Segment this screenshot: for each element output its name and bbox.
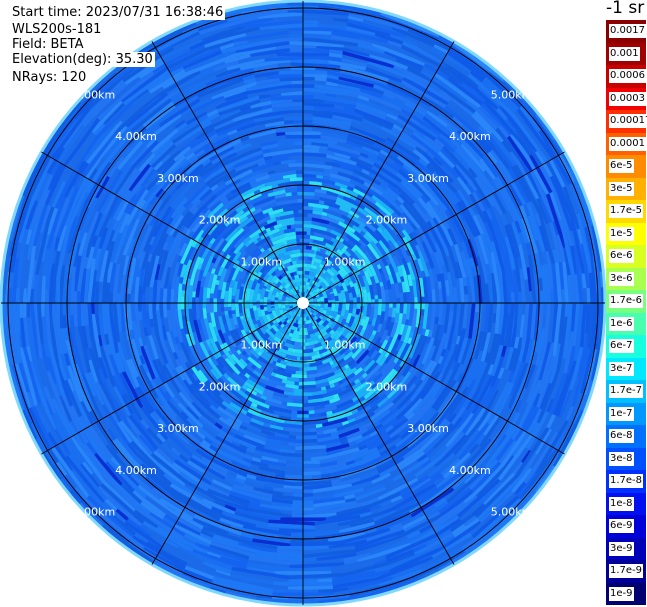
azimuth-spoke	[41, 151, 304, 304]
range-ring-label: 4.00km	[115, 130, 157, 143]
colorbar-cell: 3e-5	[606, 177, 646, 200]
range-ring-label: 4.00km	[449, 464, 491, 477]
range-ring-labels: 1.00km 1.00km 1.00km 1.00km 2.00km 2.00km 2.00…	[74, 88, 533, 518]
colorbar-cell: 0.001	[606, 42, 646, 65]
elevation-value: 35.30	[115, 52, 153, 67]
field-text: Field: BETA	[10, 37, 86, 52]
colorbar-cell: 1.7e-7	[606, 380, 646, 403]
colorbar-tick-label: 6e-6	[609, 249, 634, 263]
colorbar-tick-label: 3e-7	[609, 361, 634, 376]
colorbar-cell: 1e-6	[606, 312, 646, 335]
azimuth-spoke	[302, 302, 455, 565]
colorbar-cell: 0.0017	[606, 20, 646, 43]
colorbar-tick-label: 1.7e-9	[609, 564, 644, 578]
range-ring-label: 2.00km	[199, 214, 241, 227]
colorbar-cell: 6e-5	[606, 155, 646, 178]
range-ring-label: 2.00km	[366, 214, 408, 227]
colorbar-tick-label: 3e-5	[609, 181, 634, 196]
ppi-scan-plot: 1.00km 1.00km 1.00km 1.00km 2.00km 2.00km 2.00…	[0, 0, 606, 607]
start-time-text: Start time: 2023/07/31 16:38:46	[10, 5, 226, 20]
colorbar-cell: 1.7e-5	[606, 200, 646, 223]
colorbar-cell: 1e-8	[606, 492, 646, 515]
range-ring-label: 5.00km	[491, 88, 533, 101]
colorbar-cell: 6e-6	[606, 245, 646, 268]
colorbar-tick-label: 1.7e-7	[609, 384, 644, 398]
colorbar-cell: 3e-9	[606, 537, 646, 560]
colorbar-tick-label: 0.001	[609, 46, 640, 61]
colorbar-tick-label: 3e-6	[609, 271, 634, 286]
azimuth-spoke	[41, 302, 304, 455]
colorbar-tick-label: 3e-9	[609, 541, 634, 556]
colorbar-tick-label: 0.0003	[609, 91, 646, 106]
colorbar-cell: 3e-7	[606, 357, 646, 380]
colorbar-cell: 1e-5	[606, 222, 646, 245]
colorbar-tick-label: 0.00017	[609, 114, 647, 128]
colorbar-tick-label: 6e-9	[609, 519, 634, 533]
colorbar-tick-label: 1.7e-8	[609, 474, 644, 488]
radar-center-marker	[297, 297, 309, 309]
colorbar-cell: 0.00017	[606, 110, 647, 133]
colorbar-tick-label: 0.0001	[609, 136, 646, 151]
colorbar-cell: 6e-9	[606, 515, 646, 538]
range-ring-label: 5.00km	[74, 506, 116, 519]
nrays-text: NRays: 120	[10, 70, 89, 85]
colorbar-tick-label: 1.7e-5	[609, 204, 644, 218]
range-ring-label: 3.00km	[157, 422, 199, 435]
instrument-name-text: WLS200s-181	[10, 22, 104, 37]
colorbar-tick-label: 6e-5	[609, 159, 634, 173]
colorbar-cell: 3e-6	[606, 267, 646, 290]
azimuth-spoke	[302, 41, 455, 304]
range-ring-label: 1.00km	[241, 255, 283, 268]
azimuth-spoke	[151, 41, 304, 304]
colorbar-tick-label: 0.0017	[609, 24, 646, 38]
colorbar-tick-label: 1e-8	[609, 496, 634, 511]
colorbar-unit-label: -1 sr	[606, 0, 645, 18]
range-ring-label: 3.00km	[157, 172, 199, 185]
range-ring-label: 5.00km	[74, 88, 116, 101]
elevation-label: Elevation(deg):	[12, 52, 112, 67]
colorbar-cell: 3e-8	[606, 447, 646, 470]
colorbar-tick-label: 6e-8	[609, 429, 634, 443]
range-ring-label: 1.00km	[241, 339, 283, 352]
colorbar-cell: 1.7e-6	[606, 290, 646, 313]
range-ring-label: 1.00km	[324, 339, 366, 352]
range-ring-label: 3.00km	[407, 422, 449, 435]
colorbar-tick-label: 1e-7	[609, 406, 634, 421]
colorbar-cell: 1.7e-8	[606, 470, 646, 493]
colorbar-tick-label: 0.0006	[609, 69, 646, 83]
colorbar-tick-label: 1e-6	[609, 316, 634, 331]
range-ring-label: 1.00km	[324, 255, 366, 268]
azimuth-spoke	[302, 151, 565, 304]
colorbar-tick-label: 3e-8	[609, 451, 634, 466]
colorbar-tick-label: 6e-7	[609, 339, 634, 353]
range-ring-label: 3.00km	[407, 172, 449, 185]
colorbar-cell: 1.7e-9	[606, 560, 646, 583]
azimuth-spoke	[302, 302, 565, 455]
colorbar-tick-label: 1.7e-6	[609, 294, 644, 308]
range-ring-label: 2.00km	[199, 380, 241, 393]
colorbar-cell: 1e-7	[606, 402, 646, 425]
colorbar-cell: 6e-8	[606, 425, 646, 448]
range-ring-label: 5.00km	[491, 506, 533, 519]
range-ring-label: 4.00km	[115, 464, 157, 477]
colorbar-cell: 0.0003	[606, 87, 646, 110]
elevation-text: Elevation(deg): 35.30	[10, 52, 155, 67]
colorbar-cell: 0.0006	[606, 65, 646, 88]
range-ring-label: 2.00km	[366, 380, 408, 393]
colorbar-cell: 1e-9	[606, 582, 646, 605]
azimuth-spoke	[151, 302, 304, 565]
colorbar-cell: 6e-7	[606, 335, 646, 358]
colorbar-tick-label: 1e-5	[609, 226, 634, 241]
colorbar-tick-label: 1e-9	[609, 586, 634, 601]
colorbar-cell: 0.0001	[606, 132, 646, 155]
range-ring-label: 4.00km	[449, 130, 491, 143]
